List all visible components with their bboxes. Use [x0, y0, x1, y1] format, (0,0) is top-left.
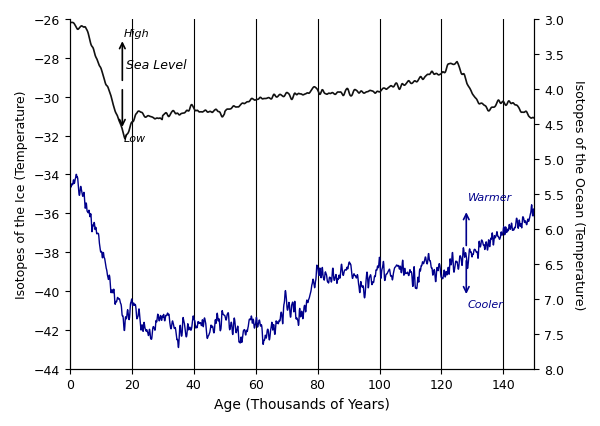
Text: Warmer: Warmer	[468, 192, 512, 202]
Y-axis label: Isotopes of the Ocean (Temperature): Isotopes of the Ocean (Temperature)	[572, 80, 585, 309]
Text: Cooler: Cooler	[468, 299, 503, 309]
Text: High: High	[124, 29, 149, 38]
Text: Sea Level: Sea Level	[126, 58, 187, 72]
X-axis label: Age (Thousands of Years): Age (Thousands of Years)	[214, 397, 390, 411]
Y-axis label: Isotopes of the Ice (Temperature): Isotopes of the Ice (Temperature)	[15, 90, 28, 298]
Text: Low: Low	[124, 133, 146, 143]
